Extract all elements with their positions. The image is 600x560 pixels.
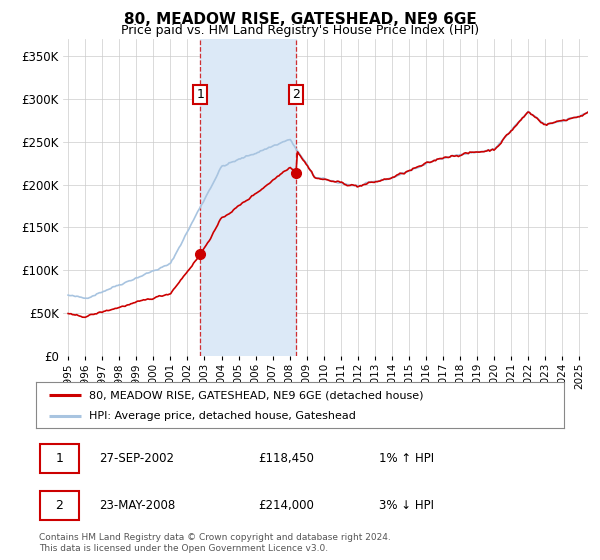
Text: £118,450: £118,450: [258, 452, 314, 465]
Text: 1: 1: [56, 452, 64, 465]
FancyBboxPatch shape: [40, 492, 79, 520]
Text: £214,000: £214,000: [258, 499, 314, 512]
Text: 3% ↓ HPI: 3% ↓ HPI: [379, 499, 434, 512]
Text: 27-SEP-2002: 27-SEP-2002: [100, 452, 175, 465]
Text: 2: 2: [56, 499, 64, 512]
Text: Price paid vs. HM Land Registry's House Price Index (HPI): Price paid vs. HM Land Registry's House …: [121, 24, 479, 36]
Text: 2: 2: [292, 88, 300, 101]
Text: 80, MEADOW RISE, GATESHEAD, NE9 6GE: 80, MEADOW RISE, GATESHEAD, NE9 6GE: [124, 12, 476, 27]
Text: HPI: Average price, detached house, Gateshead: HPI: Average price, detached house, Gate…: [89, 411, 356, 421]
FancyBboxPatch shape: [40, 445, 79, 473]
Text: 23-MAY-2008: 23-MAY-2008: [100, 499, 176, 512]
Text: Contains HM Land Registry data © Crown copyright and database right 2024.
This d: Contains HM Land Registry data © Crown c…: [39, 533, 391, 553]
Text: 80, MEADOW RISE, GATESHEAD, NE9 6GE (detached house): 80, MEADOW RISE, GATESHEAD, NE9 6GE (det…: [89, 390, 424, 400]
Bar: [200, 39, 296, 356]
Text: 1: 1: [196, 88, 204, 101]
Text: 1% ↑ HPI: 1% ↑ HPI: [379, 452, 434, 465]
